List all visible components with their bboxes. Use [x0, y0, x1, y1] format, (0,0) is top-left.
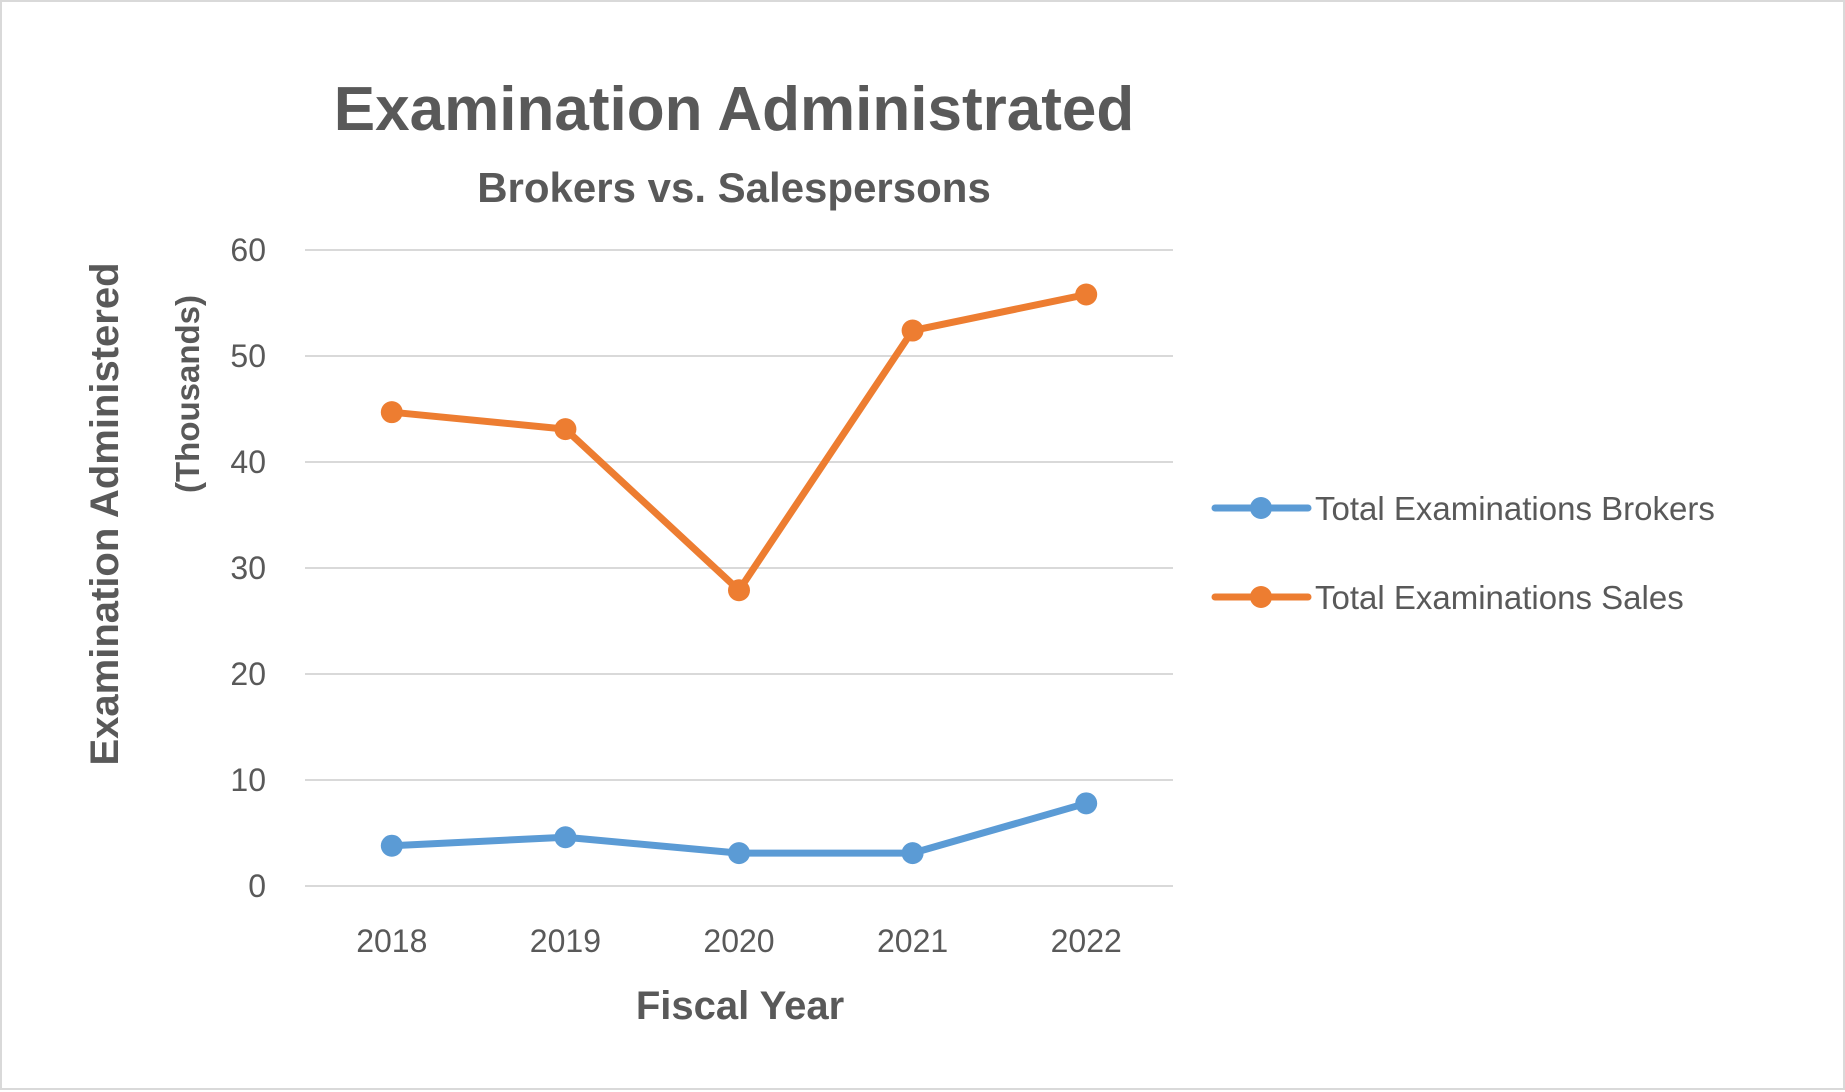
y-tick-label: 60 [230, 232, 266, 268]
legend-label: Total Examinations Sales [1315, 579, 1684, 616]
x-tick-label: 2019 [530, 923, 601, 959]
x-axis-label: Fiscal Year [636, 984, 844, 1028]
y-tick-label: 0 [248, 868, 266, 904]
chart-title: Examination Administrated [334, 75, 1134, 144]
gridlines [305, 249, 1173, 887]
data-point [380, 401, 403, 424]
legend-swatch-marker [1250, 497, 1272, 519]
chart-subtitle: Brokers vs. Salespersons [477, 164, 991, 211]
y-tick-label: 30 [230, 550, 266, 586]
series-lines [380, 283, 1098, 865]
legend-entry-1: Total Examinations Sales [1211, 579, 1684, 616]
y-tick-label: 50 [230, 338, 266, 374]
legend-label: Total Examinations Brokers [1315, 490, 1715, 527]
x-tick-label: 2022 [1051, 923, 1122, 959]
data-point [554, 418, 577, 441]
data-point [1075, 792, 1098, 815]
legend-swatch-marker [1250, 586, 1272, 608]
y-axis-label: Examination Administered [83, 262, 127, 765]
legend: Total Examinations Brokers Total Examinat… [1211, 490, 1715, 616]
x-tick-label: 2020 [703, 923, 774, 959]
x-tick-label: 2021 [877, 923, 948, 959]
series-line [388, 291, 1090, 594]
data-point [380, 834, 403, 857]
y-tick-label: 20 [230, 656, 266, 692]
data-point [728, 579, 750, 602]
x-tick-label: 2018 [356, 923, 427, 959]
y-tick-label: 10 [230, 762, 266, 798]
data-point [901, 319, 924, 342]
x-axis-ticks: 2018 2019 2020 2021 2022 [356, 923, 1122, 959]
series-1 [380, 283, 1098, 602]
series-0 [380, 792, 1098, 865]
y-axis-ticks: 0 10 20 30 40 50 60 [230, 232, 266, 904]
legend-entry-0: Total Examinations Brokers [1211, 490, 1715, 527]
y-axis-sublabel: (Thousands) [169, 295, 206, 493]
data-point [1075, 283, 1098, 306]
data-point [554, 826, 577, 849]
data-point [728, 842, 750, 865]
data-point [901, 842, 924, 865]
y-tick-label: 40 [230, 444, 266, 480]
